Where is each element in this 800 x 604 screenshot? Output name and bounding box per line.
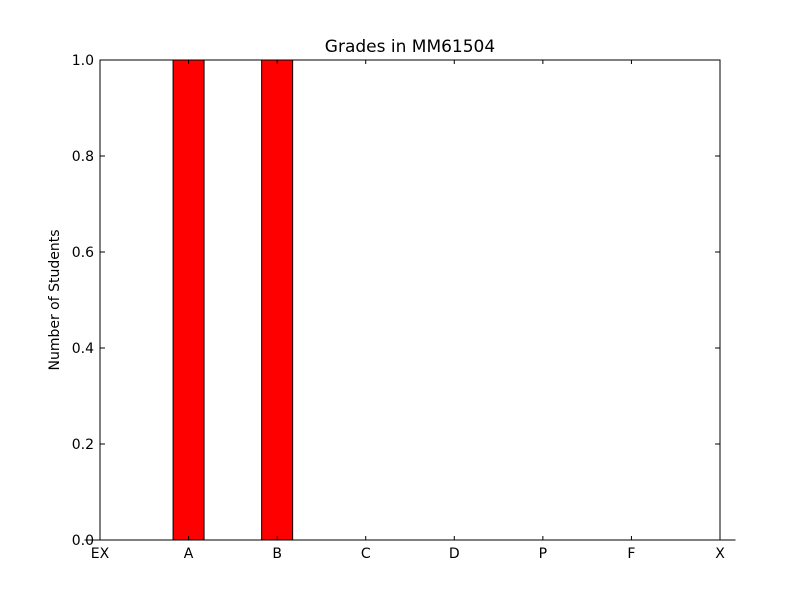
ticks-layer: EX A B C D P F X 0.0 0.2 0.4 0.6 0.8 1.0 [72,53,725,562]
y-tick-label: 0.6 [72,245,94,261]
x-tick-label: EX [91,546,110,562]
x-tick-label: D [449,546,460,562]
y-tick-label: 0.8 [72,149,94,165]
x-tick-label: F [627,546,635,562]
plot-frame [99,59,721,541]
x-tick-label: X [715,546,725,562]
bar-b [261,59,294,541]
y-axis-label: Number of Students [47,229,63,370]
y-tick-label: 0.2 [72,437,94,453]
x-tick-label: P [539,546,547,562]
x-tick-label: A [184,546,194,562]
x-tick-label: C [361,546,371,562]
bars-layer [84,59,736,541]
y-tick-label: 0.0 [72,533,94,549]
x-tick-label: B [272,546,282,562]
y-tick-label: 0.4 [72,341,94,357]
bar-a [172,59,205,541]
chart-title: Grades in MM61504 [325,37,495,57]
y-tick-label: 1.0 [72,53,94,69]
